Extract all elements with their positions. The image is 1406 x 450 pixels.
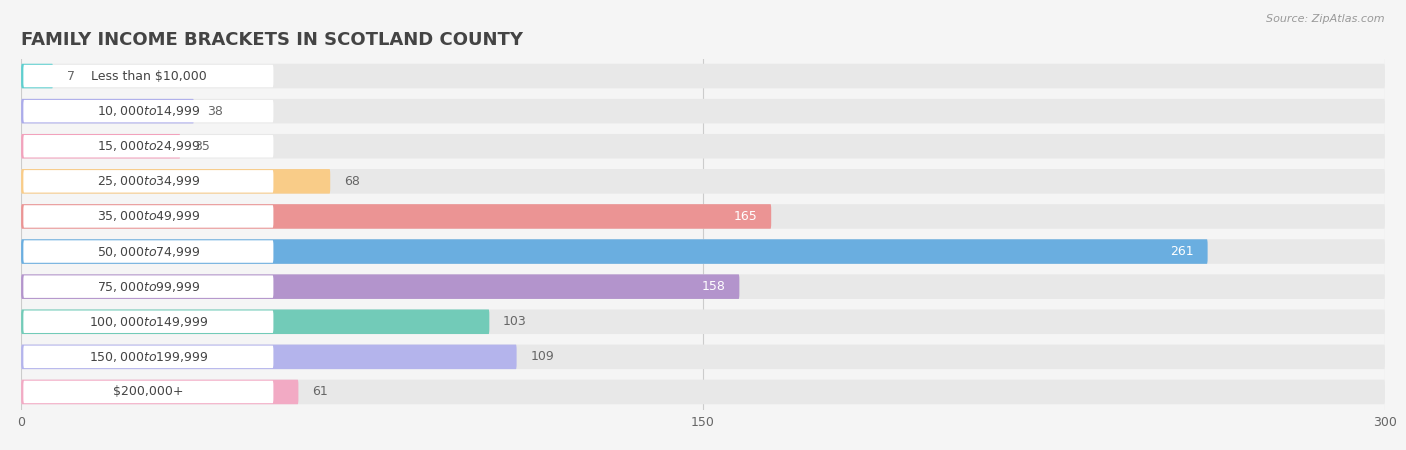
FancyBboxPatch shape <box>21 169 1385 194</box>
Text: 103: 103 <box>503 315 527 328</box>
FancyBboxPatch shape <box>21 239 1208 264</box>
Text: FAMILY INCOME BRACKETS IN SCOTLAND COUNTY: FAMILY INCOME BRACKETS IN SCOTLAND COUNT… <box>21 31 523 49</box>
FancyBboxPatch shape <box>21 64 53 88</box>
FancyBboxPatch shape <box>21 204 772 229</box>
FancyBboxPatch shape <box>21 239 1385 264</box>
FancyBboxPatch shape <box>21 274 1385 299</box>
Text: $100,000 to $149,999: $100,000 to $149,999 <box>89 315 208 329</box>
Text: $200,000+: $200,000+ <box>112 386 184 398</box>
Text: Less than $10,000: Less than $10,000 <box>90 70 207 82</box>
FancyBboxPatch shape <box>24 205 273 228</box>
Text: $150,000 to $199,999: $150,000 to $199,999 <box>89 350 208 364</box>
FancyBboxPatch shape <box>24 65 273 87</box>
Text: 35: 35 <box>194 140 209 153</box>
FancyBboxPatch shape <box>24 170 273 193</box>
Text: $75,000 to $99,999: $75,000 to $99,999 <box>97 279 200 294</box>
FancyBboxPatch shape <box>21 310 1385 334</box>
FancyBboxPatch shape <box>21 345 1385 369</box>
FancyBboxPatch shape <box>21 274 740 299</box>
FancyBboxPatch shape <box>24 310 273 333</box>
Text: 261: 261 <box>1170 245 1194 258</box>
FancyBboxPatch shape <box>21 380 298 404</box>
FancyBboxPatch shape <box>21 345 516 369</box>
Text: 68: 68 <box>344 175 360 188</box>
Text: $10,000 to $14,999: $10,000 to $14,999 <box>97 104 200 118</box>
Text: $25,000 to $34,999: $25,000 to $34,999 <box>97 174 200 189</box>
Text: 7: 7 <box>66 70 75 82</box>
FancyBboxPatch shape <box>21 380 1385 404</box>
Text: Source: ZipAtlas.com: Source: ZipAtlas.com <box>1267 14 1385 23</box>
Text: $15,000 to $24,999: $15,000 to $24,999 <box>97 139 200 153</box>
Text: 165: 165 <box>734 210 758 223</box>
Text: 109: 109 <box>530 351 554 363</box>
FancyBboxPatch shape <box>24 240 273 263</box>
FancyBboxPatch shape <box>21 99 1385 123</box>
FancyBboxPatch shape <box>21 204 1385 229</box>
Text: 38: 38 <box>208 105 224 117</box>
FancyBboxPatch shape <box>21 169 330 194</box>
FancyBboxPatch shape <box>24 100 273 122</box>
FancyBboxPatch shape <box>24 346 273 368</box>
Text: $50,000 to $74,999: $50,000 to $74,999 <box>97 244 200 259</box>
FancyBboxPatch shape <box>21 134 180 158</box>
FancyBboxPatch shape <box>24 135 273 158</box>
Text: 158: 158 <box>702 280 725 293</box>
FancyBboxPatch shape <box>21 310 489 334</box>
FancyBboxPatch shape <box>21 99 194 123</box>
Text: $35,000 to $49,999: $35,000 to $49,999 <box>97 209 200 224</box>
FancyBboxPatch shape <box>21 64 1385 88</box>
FancyBboxPatch shape <box>24 275 273 298</box>
FancyBboxPatch shape <box>24 381 273 403</box>
Text: 61: 61 <box>312 386 328 398</box>
FancyBboxPatch shape <box>21 134 1385 158</box>
